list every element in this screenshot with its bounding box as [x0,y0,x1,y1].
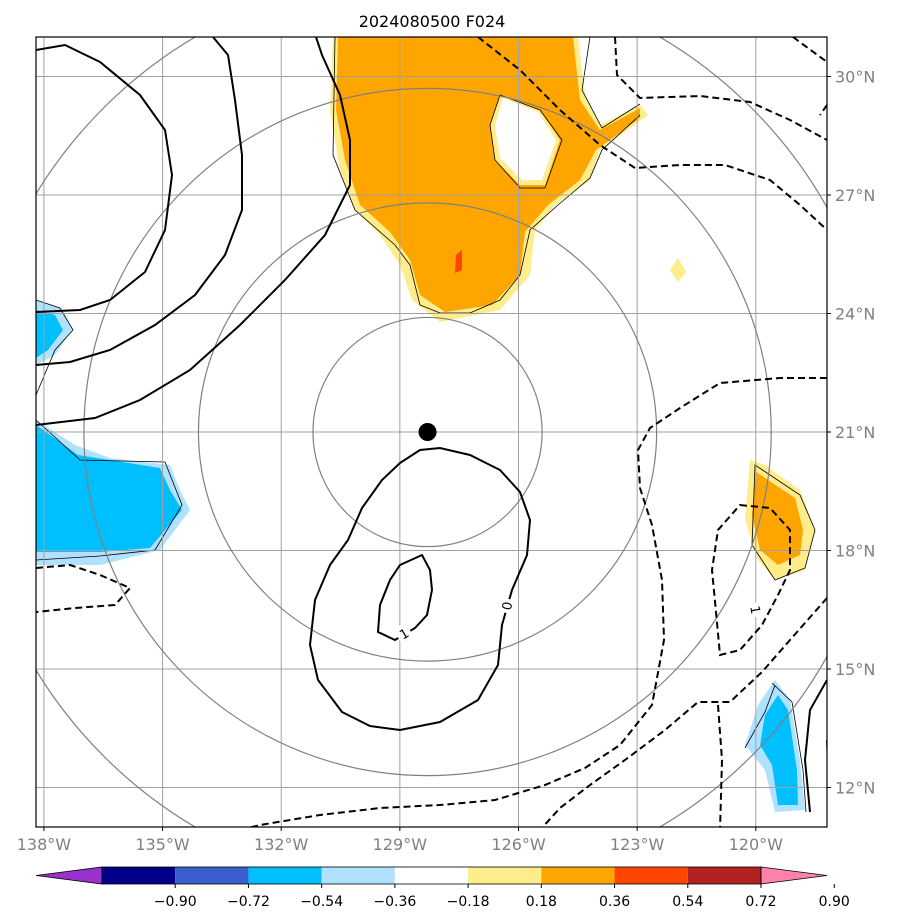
colorbar-segment-2 [248,867,322,884]
x-tick-label-5: 123°W [610,835,665,854]
colorbar-segment-8 [687,867,761,884]
colorbar-label-0: −0.90 [154,894,197,910]
chart-title: 2024080500 F024 [359,12,506,31]
colorbar-label-6: 0.36 [599,894,630,910]
x-tick-label-3: 129°W [373,835,428,854]
y-tick-label-4: 24°N [835,305,875,324]
colorbar-label-4: −0.18 [447,894,490,910]
colorbar-segment-0 [102,867,176,884]
contour-label-bg-1 [393,622,414,644]
colorbar-segment-3 [321,867,395,884]
colorbar-segment-7 [614,867,688,884]
x-tick-label-0: 138°W [17,835,72,854]
range-ring-1 [197,202,658,662]
shading-blue-southeast [745,680,805,812]
shading-orange-north [330,37,686,322]
contour-labels: 011 [393,597,766,643]
x-tick-label-2: 132°W [254,835,309,854]
range-ring-0 [312,316,543,548]
y-tick-label-3: 21°N [835,423,875,442]
x-tick-label-1: 135°W [135,835,190,854]
colorbar-extend-max [760,866,828,885]
colorbar-extend-min [35,866,103,885]
colorbar-label-8: 0.72 [745,894,776,910]
contour-label-0: 0 [500,601,516,612]
contour-label-bg-0 [496,597,515,614]
colorbar-segment-6 [541,867,615,884]
colorbar-label-3: −0.36 [373,894,416,910]
colorbar-label-7: 0.54 [672,894,703,910]
colorbar-label-5: 0.18 [526,894,557,910]
colorbar-label-1: −0.72 [227,894,270,910]
colorbar-segment-5 [468,867,542,884]
contours-dashed [36,37,827,827]
colorbar-label-9: 0.90 [819,894,850,910]
y-tick-label-1: 15°N [835,660,875,679]
x-axis-ticks: 138°W 135°W 132°W 129°W 126°W 123°W 120°W [17,827,783,854]
shading-blue-west [36,300,190,565]
colorbar-segment-1 [175,867,249,884]
gridlines [36,37,827,827]
colorbar-label-2: −0.54 [300,894,343,910]
range-ring-2 [83,87,772,777]
storm-center-marker [418,423,437,441]
y-tick-label-2: 18°N [835,542,875,561]
x-tick-label-4: 126°W [491,835,546,854]
colorbar-segment-4 [394,867,469,884]
y-tick-label-6: 30°N [835,68,875,87]
y-tick-label-0: 12°N [835,779,875,798]
colorbar: −0.90 −0.72 −0.54 −0.36 −0.18 0.18 0.36 0.54 0.7… [35,866,850,910]
contours-solid [36,37,827,813]
colorbar-frame [101,866,762,885]
contour-label-2: 1 [746,605,762,616]
x-tick-label-6: 120°W [729,835,784,854]
y-tick-label-5: 27°N [835,186,875,205]
range-rings [36,37,827,827]
contour-label-bg-2 [747,601,766,618]
y-axis-ticks: 12°N 15°N 18°N 21°N 24°N 27°N 30°N [827,68,875,798]
plot-area: 011 [36,37,827,827]
